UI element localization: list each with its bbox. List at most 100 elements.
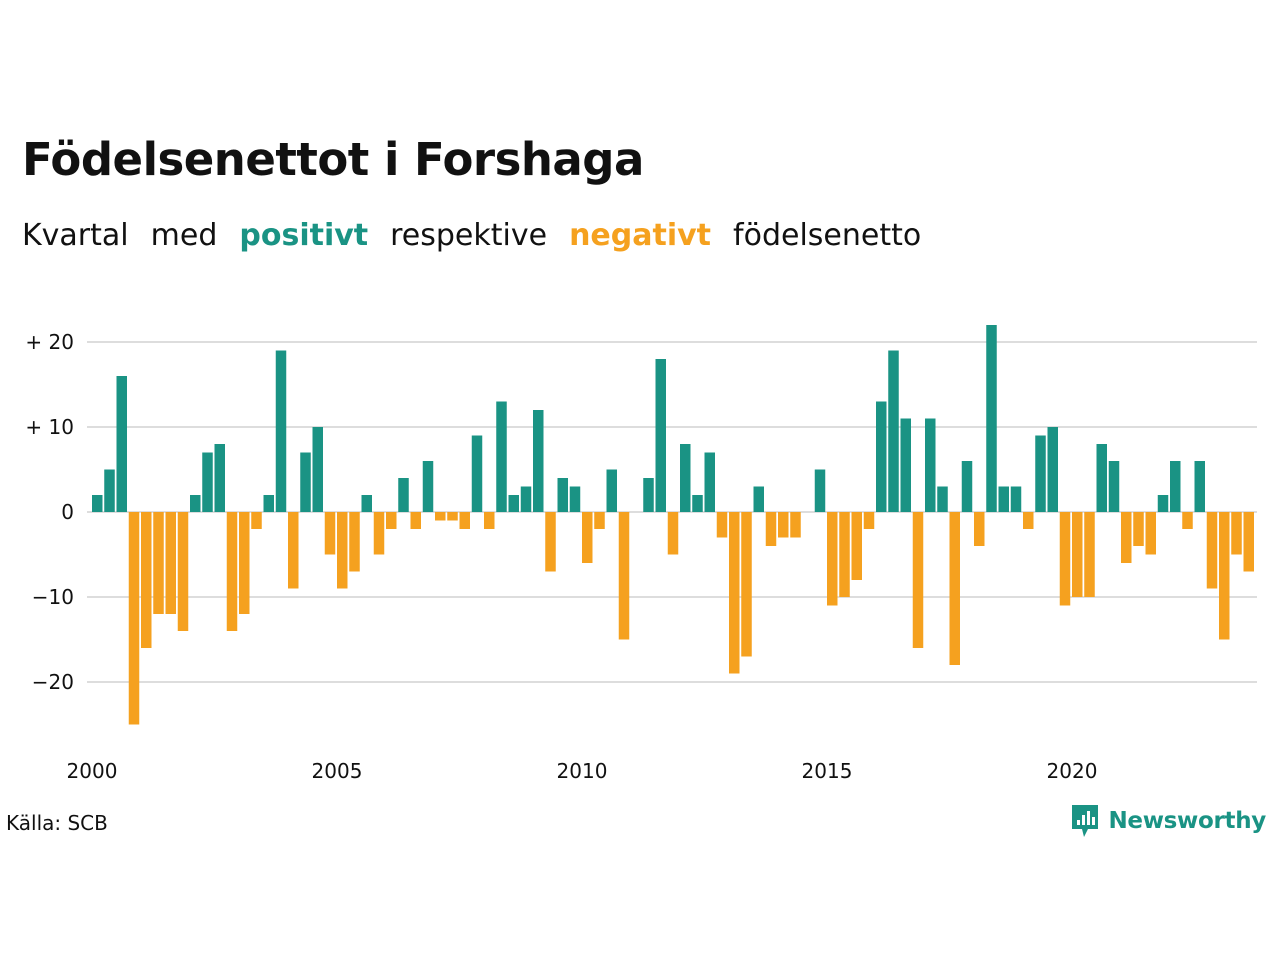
bars [92, 325, 1254, 725]
bar-q7 [165, 512, 176, 614]
axis-labels: + 20 + 10 0 −10 −20 2000 2005 2010 2015 2020 [25, 330, 1097, 783]
bar-q4 [128, 512, 140, 725]
bar-q35 [508, 495, 519, 512]
bar-q83 [1096, 444, 1107, 512]
bar-q33 [484, 512, 495, 529]
bar-q36 [520, 486, 532, 512]
x-tick-label: 2015 [802, 759, 853, 783]
bar-q93 [1219, 512, 1230, 640]
bar-q5 [141, 512, 152, 648]
subtitle-word-fodelsenetto: födelsenetto [733, 218, 922, 253]
bar-q65 [876, 401, 887, 512]
bar-q78 [1035, 435, 1046, 512]
bar-q47 [655, 359, 666, 512]
bar-q87 [1145, 512, 1156, 555]
bar-q43 [606, 469, 617, 512]
subtitle-word-kvartal: Kvartal [22, 218, 129, 253]
bar-q2 [104, 469, 115, 512]
bar-q41 [582, 512, 593, 563]
bar-q70 [937, 486, 948, 512]
bar-q42 [594, 512, 605, 529]
bar-q24 [373, 512, 385, 555]
bar-q72 [961, 461, 973, 512]
bar-q53 [729, 512, 740, 674]
bar-q3 [116, 376, 127, 512]
bar-q49 [680, 444, 691, 512]
bar-q26 [398, 478, 409, 512]
bar-q9 [190, 495, 201, 512]
bar-q86 [1133, 512, 1144, 546]
bar-q80 [1059, 512, 1071, 606]
source-note: Källa: SCB [6, 811, 108, 835]
bar-q90 [1182, 512, 1193, 529]
bar-q14 [251, 512, 262, 529]
bar-q11 [214, 444, 225, 512]
bar-q10 [202, 452, 213, 512]
bar-q6 [153, 512, 164, 614]
bar-q56 [765, 512, 777, 546]
bar-q82 [1084, 512, 1095, 597]
subtitle-positive-word: positivt [239, 218, 369, 253]
bar-q8 [177, 512, 189, 631]
x-tick-label: 2005 [312, 759, 363, 783]
bar-q91 [1194, 461, 1205, 512]
bar-q62 [839, 512, 850, 597]
y-tick-label: −20 [32, 670, 74, 694]
bar-q85 [1121, 512, 1132, 563]
y-tick-label: −10 [32, 585, 74, 609]
bar-q77 [1023, 512, 1034, 529]
bar-q28 [422, 461, 434, 512]
bar-q54 [741, 512, 752, 657]
bar-q37 [533, 410, 544, 512]
bar-q46 [643, 478, 654, 512]
subtitle-negative-word: negativt [569, 218, 712, 253]
bar-q55 [753, 486, 764, 512]
bar-q92 [1206, 512, 1218, 589]
bar-q39 [557, 478, 568, 512]
newsworthy-logo: Newsworthy [1070, 803, 1266, 839]
bar-q88 [1157, 495, 1169, 512]
bar-q89 [1170, 461, 1181, 512]
bar-q13 [239, 512, 250, 614]
bar-q57 [778, 512, 789, 538]
newsworthy-logo-text: Newsworthy [1108, 808, 1266, 834]
bar-q63 [851, 512, 862, 580]
bar-q40 [569, 486, 581, 512]
bar-q34 [496, 401, 507, 512]
bar-q48 [667, 512, 679, 555]
bar-q58 [790, 512, 801, 538]
bar-q22 [349, 512, 360, 572]
bar-q16 [275, 350, 287, 512]
x-tick-label: 2020 [1047, 759, 1098, 783]
bar-q30 [447, 512, 458, 521]
x-tick-label: 2010 [557, 759, 608, 783]
bar-q51 [704, 452, 715, 512]
bar-q75 [998, 486, 1009, 512]
bar-q29 [435, 512, 446, 521]
bar-q12 [226, 512, 238, 631]
bar-q76 [1010, 486, 1022, 512]
bar-q61 [827, 512, 838, 606]
bar-q81 [1072, 512, 1083, 597]
y-tick-label: + 10 [25, 415, 74, 439]
bar-q73 [974, 512, 985, 546]
bar-q84 [1108, 461, 1120, 512]
bar-q74 [986, 325, 997, 512]
bar-q15 [263, 495, 274, 512]
bar-q95 [1243, 512, 1254, 572]
bar-q66 [888, 350, 899, 512]
bar-chart: + 20 + 10 0 −10 −20 2000 2005 2010 2015 2020 [25, 325, 1257, 783]
bar-q50 [692, 495, 703, 512]
bar-q68 [912, 512, 924, 648]
chart-title: Födelsenettot i Forshaga [22, 133, 644, 186]
bar-q60 [814, 469, 826, 512]
newsworthy-logo-icon [1072, 805, 1099, 837]
bar-q94 [1231, 512, 1242, 555]
bar-q44 [618, 512, 630, 640]
bar-q23 [361, 495, 372, 512]
bar-q25 [386, 512, 397, 529]
bar-q32 [471, 435, 483, 512]
bar-q21 [337, 512, 348, 589]
subtitle-word-med: med [150, 218, 218, 253]
bar-q17 [288, 512, 299, 589]
